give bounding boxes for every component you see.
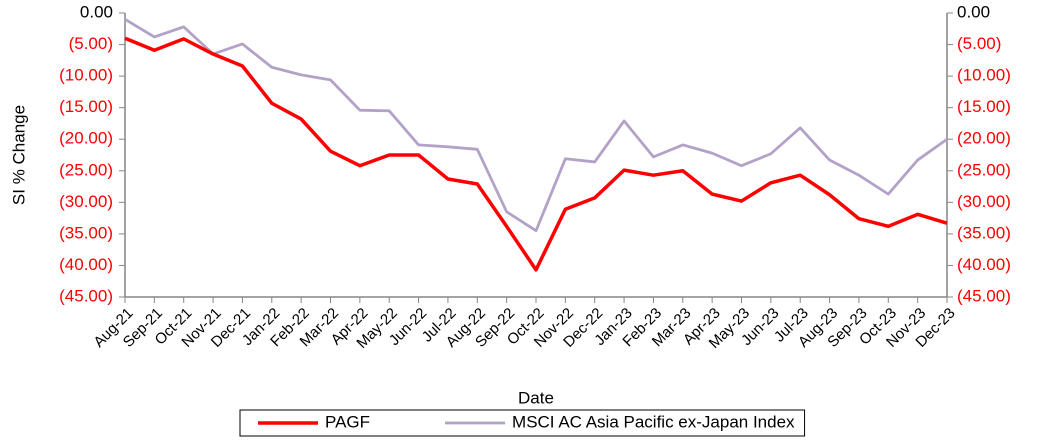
- series-line: [124, 18, 948, 233]
- y-tick-label: (5.00): [69, 34, 113, 53]
- y2-tick-label: (25.00): [957, 160, 1011, 179]
- y-tick-label: (10.00): [59, 66, 113, 85]
- y-tick-label: (30.00): [59, 192, 113, 211]
- y2-tick-label: (20.00): [957, 129, 1011, 148]
- y2-tick-label: (10.00): [957, 66, 1011, 85]
- y2-tick-label: (30.00): [957, 192, 1011, 211]
- y2-tick-label: (35.00): [957, 223, 1011, 242]
- y-tick-label: (25.00): [59, 160, 113, 179]
- y-tick-label: 0.00: [80, 2, 113, 21]
- y2-tick-label: (15.00): [957, 97, 1011, 116]
- y-tick-label: (40.00): [59, 255, 113, 274]
- series-line: [124, 36, 948, 272]
- y-tick-label: (15.00): [59, 97, 113, 116]
- y2-tick-label: (45.00): [957, 286, 1011, 305]
- legend-label: MSCI AC Asia Pacific ex-Japan Index: [512, 412, 795, 431]
- y2-tick-label: (5.00): [957, 34, 1001, 53]
- y-tick-label: (20.00): [59, 129, 113, 148]
- y-tick-label: (45.00): [59, 286, 113, 305]
- y2-tick-label: 0.00: [957, 2, 990, 21]
- y-tick-label: (35.00): [59, 223, 113, 242]
- legend-box: [239, 409, 806, 437]
- y2-tick-label: (40.00): [957, 255, 1011, 274]
- legend-label: PAGF: [325, 412, 370, 431]
- x-axis-title: Date: [518, 388, 554, 407]
- y-axis-title: SI % Change: [9, 105, 28, 205]
